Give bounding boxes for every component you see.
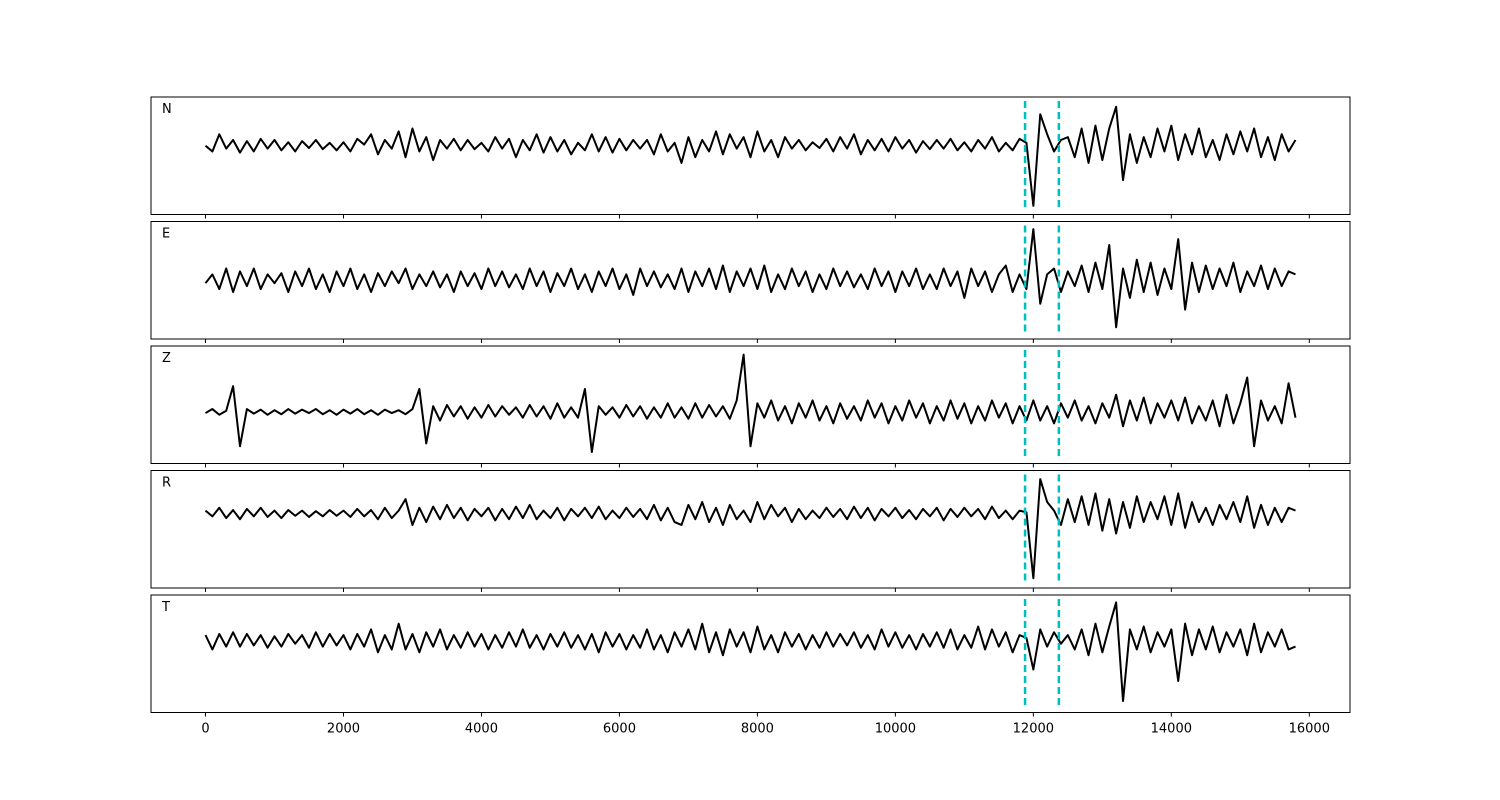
waveform	[204, 228, 1296, 329]
x-tick-label: 4000	[465, 722, 498, 737]
x-tick-label: 2000	[327, 722, 360, 737]
x-tick-label: 14000	[1151, 722, 1192, 737]
x-tick-label: 12000	[1013, 722, 1054, 737]
x-tick-label: 8000	[741, 722, 774, 737]
panel-frame	[150, 221, 1351, 340]
waveform	[204, 353, 1297, 454]
panel-label: E	[162, 227, 170, 242]
panel-frame	[150, 594, 1351, 713]
panel-label: T	[161, 600, 170, 615]
panel-label: Z	[162, 351, 171, 366]
waveform	[204, 478, 1296, 580]
x-tick-label: 10000	[875, 722, 916, 737]
x-tick-label: 16000	[1289, 722, 1330, 737]
x-tick-label: 0	[201, 722, 209, 737]
panel-frame	[150, 96, 1351, 215]
panel-label: R	[162, 476, 171, 491]
waveform	[204, 105, 1297, 207]
waveform	[204, 601, 1296, 703]
panel-frame	[150, 345, 1351, 464]
x-tick-label: 6000	[603, 722, 636, 737]
panel-frame	[150, 470, 1351, 589]
panel-label: N	[162, 102, 172, 117]
